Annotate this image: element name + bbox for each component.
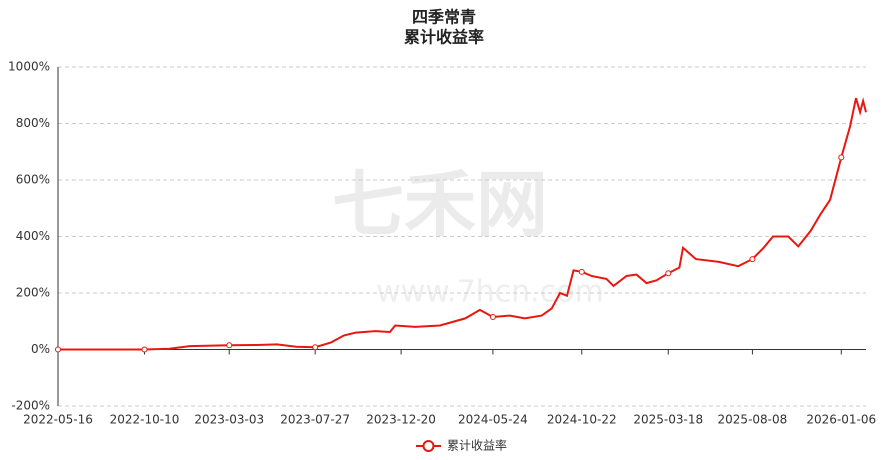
y-tick-label: 400% (16, 229, 50, 243)
x-tick-label: 2022-10-10 (110, 413, 180, 427)
x-tick-label: 2023-07-27 (280, 413, 350, 427)
x-tick-label: 2022-05-16 (23, 413, 93, 427)
point (578, 268, 585, 275)
point (226, 342, 233, 349)
x-tick-label: 2023-12-20 (366, 413, 436, 427)
chart-subtitle: 累计收益率 (404, 28, 484, 47)
watermark-url: www.7hcn.com (376, 275, 604, 310)
point (665, 270, 672, 277)
y-tick-label: 0% (31, 342, 50, 356)
legend-label: 累计收益率 (447, 438, 507, 453)
x-tick-label: 2025-03-18 (633, 413, 703, 427)
x-tick-label: 2025-08-08 (718, 413, 788, 427)
legend-marker (422, 440, 435, 452)
x-tick-label: 2024-05-24 (458, 413, 528, 427)
point (838, 154, 845, 161)
point (141, 346, 148, 353)
x-tick-label: 2026-01-06 (806, 413, 876, 427)
point (489, 314, 496, 321)
y-tick-label: 200% (16, 286, 50, 300)
y-tick-label: 600% (16, 173, 50, 187)
x-tick-label: 2023-03-03 (194, 413, 264, 427)
y-tick-label: -200% (11, 399, 50, 413)
y-tick-label: 800% (16, 116, 50, 130)
chart-title: 四季常青 (412, 8, 476, 27)
x-tick-label: 2024-10-22 (547, 413, 617, 427)
y-tick-label: 1000% (8, 60, 50, 74)
watermark: 七禾网 (332, 163, 548, 247)
point (749, 256, 756, 263)
point (55, 346, 61, 353)
point (312, 344, 319, 351)
